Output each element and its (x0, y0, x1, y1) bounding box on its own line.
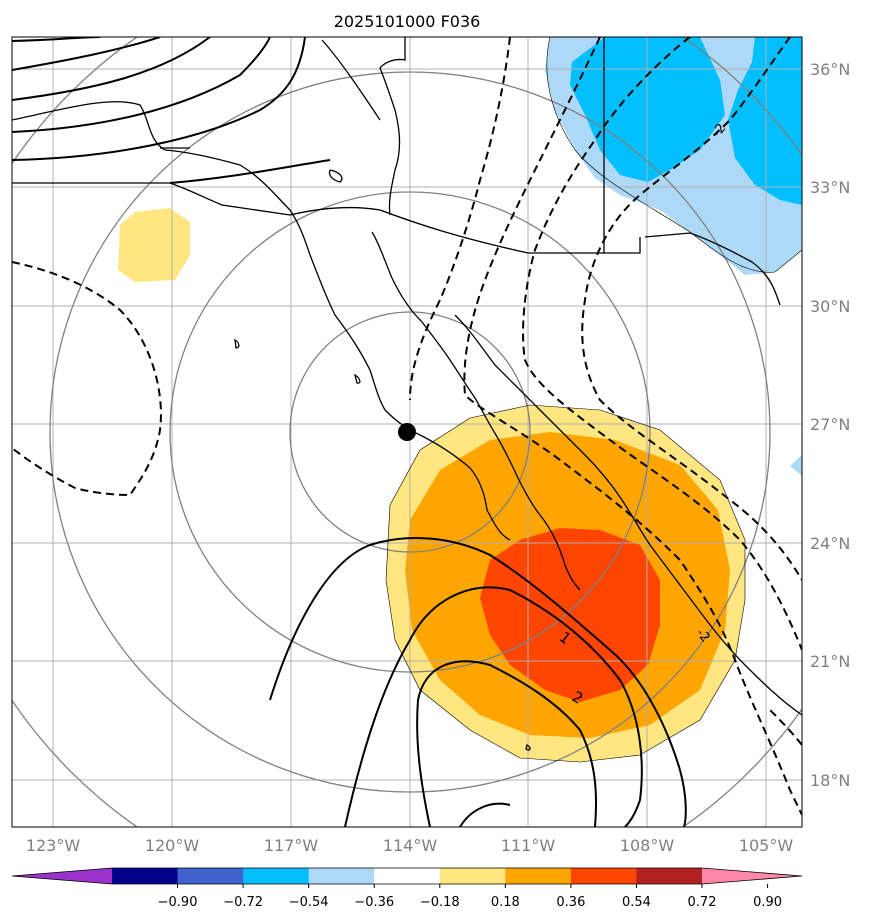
x-tick-label: 108°W (620, 836, 675, 855)
y-tick-label: 24°N (810, 534, 850, 553)
colorbar-extend-high (702, 868, 802, 884)
anomaly-positive-south (386, 405, 745, 762)
y-tick-label: 27°N (810, 415, 850, 434)
y-tick-label: 30°N (810, 297, 850, 316)
colorbar-tick-label: −0.90 (158, 895, 198, 910)
contours-solid (12, 37, 687, 827)
y-axis-labels: 36°N 33°N 30°N 27°N 24°N 21°N 18°N (810, 60, 850, 790)
colorbar-segment (308, 868, 375, 884)
x-axis-labels: 123°W 120°W 117°W 114°W 111°W 108°W 105°… (26, 836, 794, 855)
colorbar-tick-label: −0.36 (354, 895, 394, 910)
colorbar: −0.90 −0.72 −0.54 −0.36 −0.18 0.18 0.36 0.54 0.7… (11, 867, 803, 910)
colorbar-tick-label: 0.36 (556, 895, 585, 910)
x-tick-label: 111°W (501, 836, 556, 855)
plot-frame (11, 36, 803, 828)
colorbar-segment (177, 868, 244, 884)
colorbar-segment (570, 868, 637, 884)
graticule (12, 37, 802, 827)
y-tick-label: 36°N (810, 60, 850, 79)
colorbar-tick-label: −0.72 (223, 895, 263, 910)
colorbar-tick-label: 0.54 (622, 895, 651, 910)
colorbar-outline (11, 867, 803, 885)
coastlines (12, 37, 802, 751)
x-tick-label: 114°W (383, 836, 438, 855)
y-tick-label: 18°N (810, 771, 850, 790)
x-tick-label: 123°W (26, 836, 81, 855)
y-tick-label: 21°N (810, 652, 850, 671)
colorbar-segment (505, 868, 572, 884)
contours-dashed (12, 37, 802, 816)
x-tick-label: 117°W (264, 836, 319, 855)
colorbar-tick-label: 0.72 (688, 895, 717, 910)
x-tick-label: 105°W (739, 836, 794, 855)
colorbar-tick-label: 0.18 (491, 895, 520, 910)
colorbar-segment (374, 868, 441, 884)
colorbar-segment (112, 868, 179, 884)
colorbar-segment (243, 868, 310, 884)
colorbar-tick-label: −0.18 (420, 895, 460, 910)
chart-title: 2025101000 F036 (334, 12, 481, 31)
colorbar-tick-label: 0.90 (753, 895, 782, 910)
storm-center-marker (398, 423, 416, 441)
colorbar-extend-low (12, 868, 112, 884)
anomaly-positive-west (118, 208, 190, 282)
colorbar-tick-label: −0.54 (289, 895, 329, 910)
colorbar-segment (636, 868, 703, 884)
colorbar-segment (439, 868, 506, 884)
x-tick-label: 120°W (145, 836, 200, 855)
y-tick-label: 33°N (810, 178, 850, 197)
